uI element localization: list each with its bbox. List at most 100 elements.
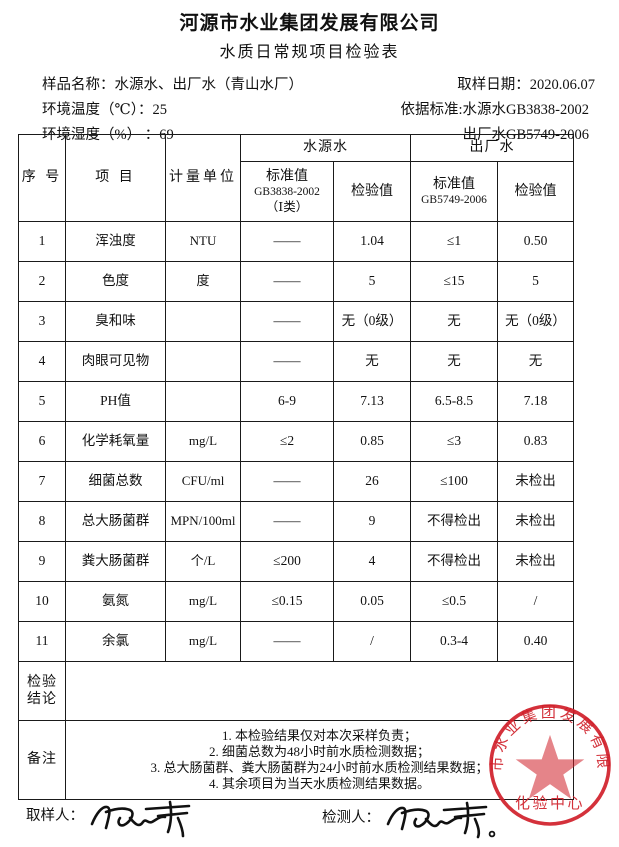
cell-unit: MPN/100ml bbox=[165, 501, 241, 542]
sample-name-value: 水源水、出厂水（青山水厂） bbox=[114, 77, 304, 94]
cell-outlet-value: 无 bbox=[497, 341, 574, 382]
table-row: 3 臭和味 —— 无（0级） 无 无（0级） bbox=[18, 301, 574, 342]
cell-item: 肉眼可见物 bbox=[65, 341, 166, 382]
cell-unit bbox=[165, 381, 241, 422]
tester-signature-field: 检测人： bbox=[322, 801, 498, 847]
col-header-source-value: 检验值 bbox=[333, 161, 411, 222]
cell-source-standard: ≤2 bbox=[240, 421, 334, 462]
cell-unit: mg/L bbox=[165, 621, 241, 662]
sampler-label: 取样人： bbox=[26, 808, 84, 824]
group-header-outlet-water: 出厂水 bbox=[410, 134, 574, 162]
standard-basis-source: 水源水GB3838-2002 bbox=[462, 102, 589, 119]
cell-source-value: / bbox=[333, 621, 411, 662]
cell-outlet-standard: ≤100 bbox=[410, 461, 498, 502]
cell-source-standard: —— bbox=[240, 221, 334, 262]
cell-outlet-value: 未检出 bbox=[497, 461, 574, 502]
cell-outlet-standard: ≤0.5 bbox=[410, 581, 498, 622]
cell-outlet-standard: 6.5-8.5 bbox=[410, 381, 498, 422]
cell-source-standard: —— bbox=[240, 301, 334, 342]
cell-outlet-value: 7.18 bbox=[497, 381, 574, 422]
cell-item: 粪大肠菌群 bbox=[65, 541, 166, 582]
cell-unit: 度 bbox=[165, 261, 241, 302]
outlet-standard-line2: GB5749-2006 bbox=[421, 194, 487, 207]
table-row: 10 氨氮 mg/L ≤0.15 0.05 ≤0.5 / bbox=[18, 581, 574, 622]
cell-no: 3 bbox=[18, 301, 66, 342]
sampler-signature-mark bbox=[86, 798, 198, 843]
cell-source-value: 7.13 bbox=[333, 381, 411, 422]
cell-outlet-value: 无（0级） bbox=[497, 301, 574, 342]
table-row: 2 色度 度 —— 5 ≤15 5 bbox=[18, 261, 574, 302]
cell-outlet-standard: 无 bbox=[410, 301, 498, 342]
cell-no: 9 bbox=[18, 541, 66, 582]
conclusion-body bbox=[65, 661, 574, 721]
inspection-table-wrapper: 序 号 项 目 计量单位 水源水 出厂水 标准值 GB3838-2002 （Ⅰ类… bbox=[18, 134, 574, 800]
table-body: 1 浑浊度 NTU —— 1.04 ≤1 0.50 2 色度 度 —— 5 ≤1… bbox=[18, 221, 574, 800]
cell-source-standard: —— bbox=[240, 501, 334, 542]
meta-row-sample: 样品名称：水源水、出厂水（青山水厂） 取样日期：2020.06.07 bbox=[42, 73, 595, 98]
cell-item: 余氯 bbox=[65, 621, 166, 662]
col-header-no: 序 号 bbox=[18, 134, 66, 222]
cell-outlet-value: 0.83 bbox=[497, 421, 574, 462]
table-head: 序 号 项 目 计量单位 水源水 出厂水 标准值 GB3838-2002 （Ⅰ类… bbox=[18, 134, 574, 222]
cell-source-value: 0.85 bbox=[333, 421, 411, 462]
company-title: 河源市水业集团发展有限公司 bbox=[179, 13, 440, 34]
standard-basis-field: 依据标准:水源水GB3838-2002 bbox=[400, 98, 595, 123]
cell-item: 臭和味 bbox=[65, 301, 166, 342]
conclusion-row: 检验 结论 bbox=[18, 661, 574, 721]
cell-item: 总大肠菌群 bbox=[65, 501, 166, 542]
cell-source-standard: 6-9 bbox=[240, 381, 334, 422]
cell-no: 10 bbox=[18, 581, 66, 622]
table-row: 6 化学耗氧量 mg/L ≤2 0.85 ≤3 0.83 bbox=[18, 421, 574, 462]
standard-basis-label: 依据标准: bbox=[400, 102, 463, 119]
cell-source-value: 5 bbox=[333, 261, 411, 302]
header-sub-row: 标准值 GB3838-2002 （Ⅰ类） 检验值 标准值 GB5749-2006… bbox=[19, 161, 574, 222]
cell-outlet-standard: ≤15 bbox=[410, 261, 498, 302]
col-header-outlet-standard: 标准值 GB5749-2006 bbox=[410, 161, 498, 222]
header-group-row: 序 号 项 目 计量单位 水源水 出厂水 bbox=[18, 134, 574, 222]
outlet-standard-line1: 标准值 bbox=[433, 176, 475, 192]
sample-name-label: 样品名称： bbox=[42, 77, 115, 94]
tester-label: 检测人： bbox=[322, 810, 380, 826]
group-header-source-water: 水源水 bbox=[240, 134, 411, 162]
cell-item: 化学耗氧量 bbox=[65, 421, 166, 462]
cell-source-value: 无（0级） bbox=[333, 301, 411, 342]
cell-source-value: 0.05 bbox=[333, 581, 411, 622]
cell-no: 8 bbox=[18, 501, 66, 542]
cell-outlet-value: 0.40 bbox=[497, 621, 574, 662]
cell-outlet-standard: 无 bbox=[410, 341, 498, 382]
conclusion-label: 检验 结论 bbox=[18, 661, 66, 721]
table-row: 8 总大肠菌群 MPN/100ml —— 9 不得检出 未检出 bbox=[18, 501, 574, 542]
cell-unit: mg/L bbox=[165, 581, 241, 622]
cell-unit bbox=[165, 301, 241, 342]
meta-row-temperature: 环境温度（℃）：25 依据标准:水源水GB3838-2002 bbox=[42, 98, 595, 123]
cell-source-value: 无 bbox=[333, 341, 411, 382]
source-standard-line2: GB3838-2002 bbox=[254, 186, 320, 199]
cell-source-value: 4 bbox=[333, 541, 411, 582]
cell-source-standard: —— bbox=[240, 261, 334, 302]
remark-body: 1. 本检验结果仅对本次采样负责； 2. 细菌总数为48小时前水质检测数据； 3… bbox=[65, 720, 574, 800]
conclusion-label-line2: 结论 bbox=[27, 692, 57, 707]
remark-row: 备注 1. 本检验结果仅对本次采样负责； 2. 细菌总数为48小时前水质检测数据… bbox=[18, 720, 574, 800]
cell-source-value: 1.04 bbox=[333, 221, 411, 262]
cell-outlet-value: 0.50 bbox=[497, 221, 574, 262]
cell-outlet-standard: 0.3-4 bbox=[410, 621, 498, 662]
cell-outlet-value: 未检出 bbox=[497, 501, 574, 542]
source-standard-line1: 标准值 bbox=[266, 168, 308, 184]
temperature-label: 环境温度（℃）： bbox=[42, 102, 153, 119]
cell-unit: CFU/ml bbox=[165, 461, 241, 502]
cell-no: 6 bbox=[18, 421, 66, 462]
cell-outlet-standard: ≤1 bbox=[410, 221, 498, 262]
remark-line: 4. 其余项目为当天水质检测结果数据。 bbox=[208, 776, 430, 792]
table-row: 1 浑浊度 NTU —— 1.04 ≤1 0.50 bbox=[18, 221, 574, 262]
cell-outlet-standard: 不得检出 bbox=[410, 501, 498, 542]
table-row: 7 细菌总数 CFU/ml —— 26 ≤100 未检出 bbox=[18, 461, 574, 502]
cell-no: 11 bbox=[18, 621, 66, 662]
cell-source-value: 9 bbox=[333, 501, 411, 542]
table-row: 9 粪大肠菌群 个/L ≤200 4 不得检出 未检出 bbox=[18, 541, 574, 582]
inspection-table: 序 号 项 目 计量单位 水源水 出厂水 标准值 GB3838-2002 （Ⅰ类… bbox=[18, 134, 574, 800]
cell-no: 7 bbox=[18, 461, 66, 502]
sampling-date-field: 取样日期：2020.06.07 bbox=[454, 73, 595, 98]
remark-line: 1. 本检验结果仅对本次采样负责； bbox=[221, 727, 417, 743]
col-header-item: 项 目 bbox=[65, 134, 166, 222]
